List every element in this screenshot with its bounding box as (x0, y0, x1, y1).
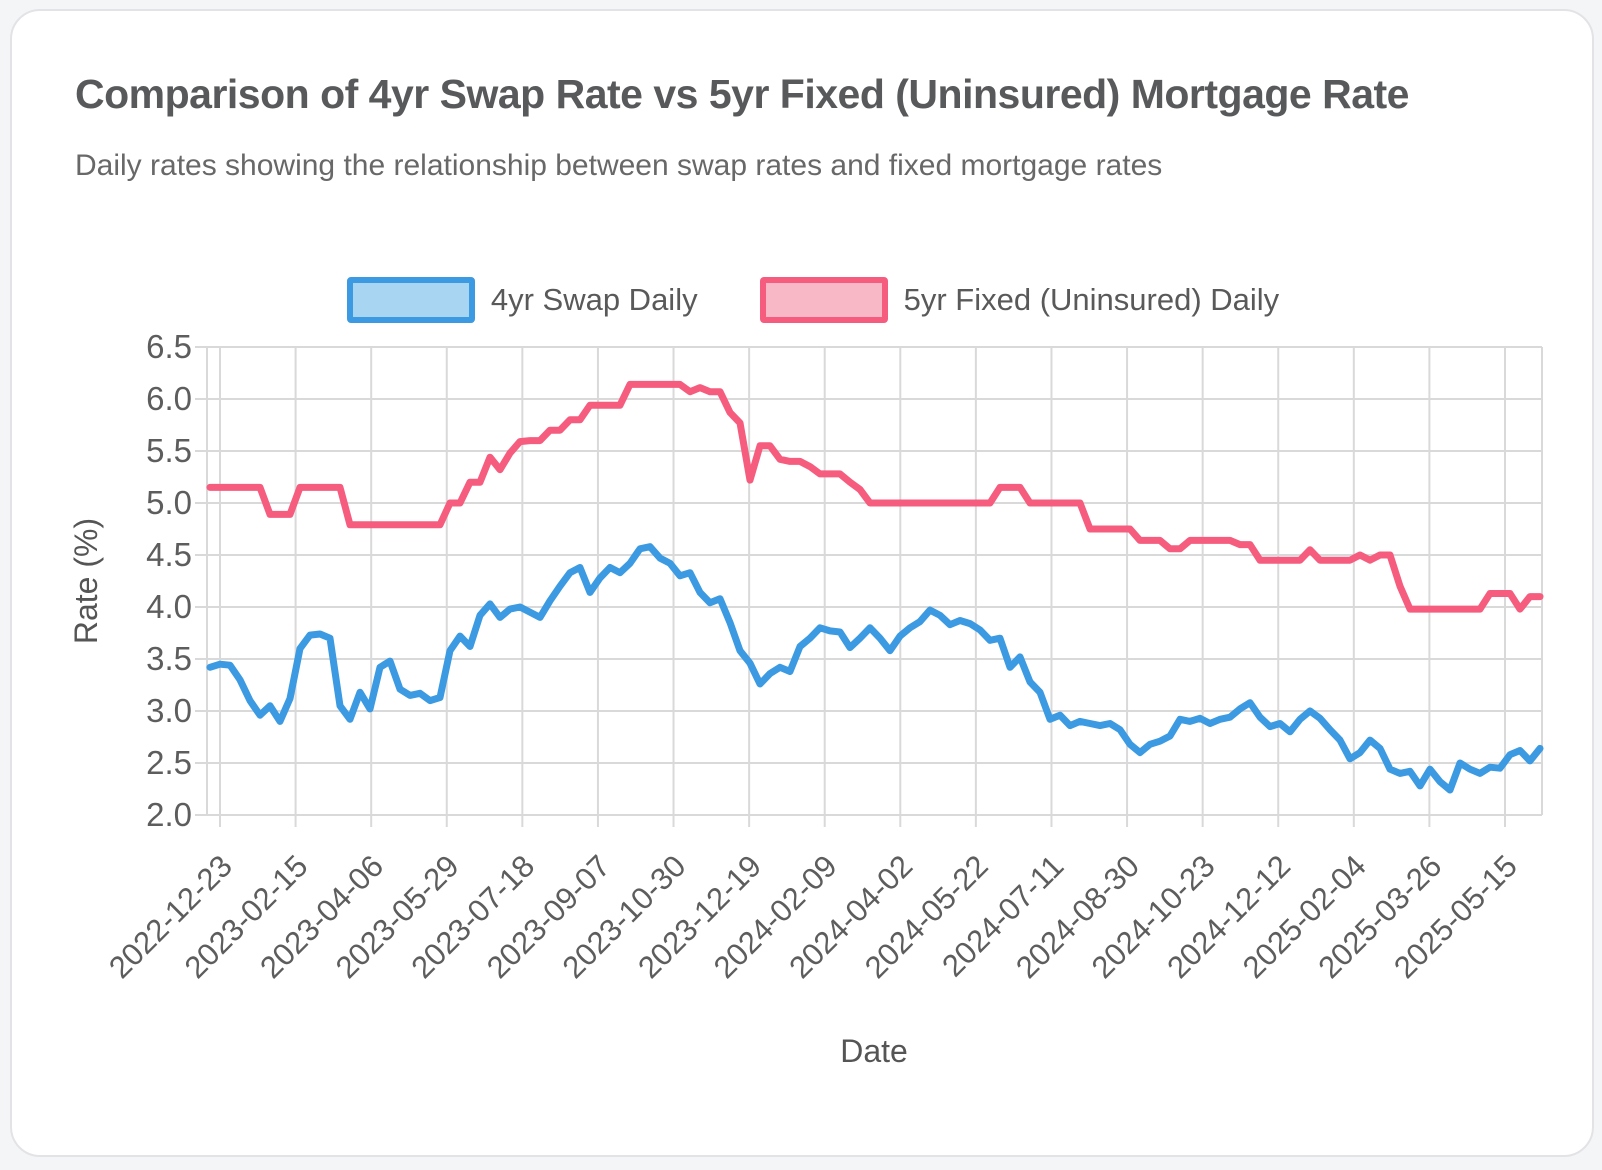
legend: 4yr Swap Daily 5yr Fixed (Uninsured) Dai… (12, 277, 1602, 323)
y-tick-label: 4.5 (146, 536, 192, 573)
y-tick-label: 4.0 (146, 588, 192, 625)
y-tick-label: 6.5 (146, 328, 192, 365)
chart-subtitle: Daily rates showing the relationship bet… (75, 149, 1163, 182)
y-tick-label: 6.0 (146, 380, 192, 417)
legend-item-swap: 4yr Swap Daily (346, 277, 698, 323)
x-axis-title: Date (840, 1033, 908, 1069)
fixed-legend-label: 5yr Fixed (Uninsured) Daily (903, 282, 1280, 317)
plot-grid (195, 346, 1543, 827)
y-tick-label: 2.5 (146, 744, 192, 781)
legend-item-fixed: 5yr Fixed (Uninsured) Daily (759, 277, 1280, 323)
y-tick-labels: 6.5 6.0 5.5 5.0 4.5 4.0 3.5 3.0 2.5 2.0 (146, 328, 192, 833)
y-axis-title: Rate (%) (68, 518, 104, 644)
fixed-line (206, 380, 1544, 613)
swap-line (206, 543, 1544, 794)
chart-title: Comparison of 4yr Swap Rate vs 5yr Fixed… (75, 71, 1409, 117)
y-tick-label: 5.0 (146, 484, 192, 521)
y-tick-label: 2.0 (146, 796, 192, 833)
fixed-legend-swatch (759, 277, 888, 323)
y-tick-label: 3.0 (146, 692, 192, 729)
swap-legend-swatch (346, 277, 475, 323)
x-tick-labels: 2022-12-232023-02-152023-04-062023-05-29… (102, 848, 1524, 985)
y-tick-label: 5.5 (146, 432, 192, 469)
chart-card: Comparison of 4yr Swap Rate vs 5yr Fixed… (10, 9, 1594, 1157)
swap-legend-label: 4yr Swap Daily (490, 282, 698, 317)
y-tick-label: 3.5 (146, 640, 192, 677)
